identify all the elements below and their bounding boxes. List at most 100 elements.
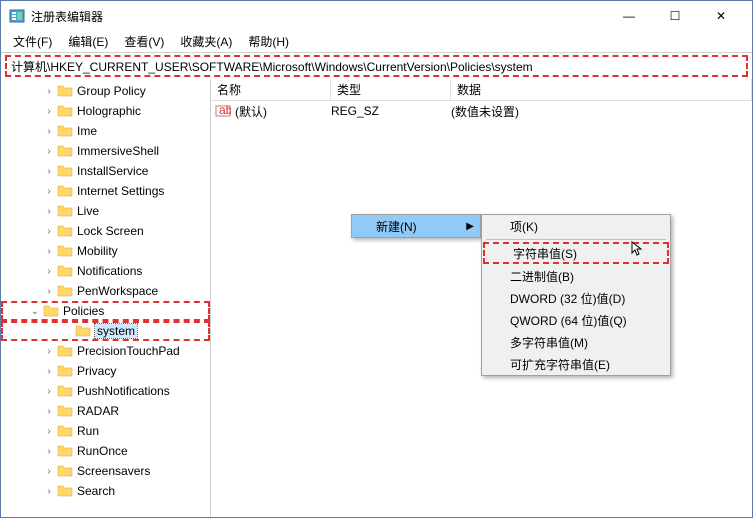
tree-item-label: Screensavers [77, 464, 150, 478]
expand-icon[interactable]: › [43, 126, 55, 137]
expand-icon[interactable]: › [43, 106, 55, 117]
ctx-key-label: 项(K) [510, 218, 538, 235]
expand-icon[interactable]: › [43, 146, 55, 157]
tree-item[interactable]: › Group Policy [1, 81, 210, 101]
tree-item-label: PushNotifications [77, 384, 170, 398]
tree-item-label: Group Policy [77, 84, 146, 98]
tree-pane[interactable]: › Group Policy › Holographic › Ime › ImmersiveS… [1, 79, 211, 517]
ctx-string-value[interactable]: 字符串值(S) [483, 242, 669, 264]
ctx-binary-label: 二进制值(B) [510, 268, 574, 285]
tree-item[interactable]: › ImmersiveShell [1, 141, 210, 161]
ctx-binary-value[interactable]: 二进制值(B) [482, 265, 670, 287]
tree-item-label: Run [77, 424, 99, 438]
tree-item-label: RADAR [77, 404, 119, 418]
address-text: 计算机\HKEY_CURRENT_USER\SOFTWARE\Microsoft… [11, 58, 533, 75]
expand-icon[interactable]: › [43, 426, 55, 437]
ctx-expandstring-value[interactable]: 可扩充字符串值(E) [482, 353, 670, 375]
ctx-qword-value[interactable]: QWORD (64 位)值(Q) [482, 309, 670, 331]
tree-item[interactable]: › Screensavers [1, 461, 210, 481]
window-buttons: — ☐ ✕ [606, 1, 744, 31]
tree-item[interactable]: ›Live [1, 201, 210, 221]
tree-item-label: Internet Settings [77, 184, 164, 198]
ctx-separator [486, 239, 666, 240]
tree-item[interactable]: › Lock Screen [1, 221, 210, 241]
svg-text:ab: ab [219, 103, 231, 117]
expand-icon[interactable]: › [43, 486, 55, 497]
ctx-new[interactable]: 新建(N) ▶ [352, 215, 480, 237]
minimize-button[interactable]: — [606, 1, 652, 31]
context-menu-submenu: 项(K) 字符串值(S) 二进制值(B) DWORD (32 位)值(D) QW… [481, 214, 671, 376]
tree-item-label: InstallService [77, 164, 148, 178]
tree-item[interactable]: › RADAR [1, 401, 210, 421]
expand-icon[interactable]: › [43, 466, 55, 477]
header-type[interactable]: 类型 [331, 79, 451, 100]
tree-item[interactable]: › Notifications [1, 261, 210, 281]
window-title: 注册表编辑器 [31, 8, 606, 25]
tree-item[interactable]: › InstallService [1, 161, 210, 181]
tree-item-label: Policies [63, 304, 104, 318]
tree-item[interactable]: › Privacy [1, 361, 210, 381]
tree-item-label: Ime [77, 124, 97, 138]
expand-icon[interactable]: › [43, 266, 55, 277]
tree-item[interactable]: ⌄ Policies [1, 301, 210, 321]
expand-icon[interactable]: › [43, 166, 55, 177]
tree-item[interactable]: › Internet Settings [1, 181, 210, 201]
tree-item-label: Notifications [77, 264, 142, 278]
tree-item[interactable]: › PushNotifications [1, 381, 210, 401]
address-bar[interactable]: 计算机\HKEY_CURRENT_USER\SOFTWARE\Microsoft… [5, 55, 748, 77]
ctx-multistring-value[interactable]: 多字符串值(M) [482, 331, 670, 353]
expand-icon[interactable]: › [43, 406, 55, 417]
tree-item[interactable]: › Mobility [1, 241, 210, 261]
header-name[interactable]: 名称 [211, 79, 331, 100]
ctx-key[interactable]: 项(K) [482, 215, 670, 237]
menu-edit[interactable]: 编辑(E) [60, 31, 116, 52]
tree-item-label: system [95, 324, 137, 338]
header-data[interactable]: 数据 [451, 79, 752, 100]
tree-item[interactable]: › Run [1, 421, 210, 441]
expand-icon[interactable]: › [43, 206, 55, 217]
tree-item[interactable]: › PrecisionTouchPad [1, 341, 210, 361]
expand-icon[interactable]: › [43, 366, 55, 377]
value-row[interactable]: ab (默认) REG_SZ (数值未设置) [211, 101, 752, 121]
tree-item[interactable]: › Search [1, 481, 210, 501]
expand-icon[interactable]: › [43, 246, 55, 257]
regedit-icon [9, 8, 25, 24]
close-button[interactable]: ✕ [698, 1, 744, 31]
tree-item[interactable]: › Holographic [1, 101, 210, 121]
tree-item[interactable]: › Ime [1, 121, 210, 141]
ctx-dword-label: DWORD (32 位)值(D) [510, 290, 625, 307]
expand-icon[interactable]: › [43, 346, 55, 357]
expand-icon[interactable]: › [43, 386, 55, 397]
ctx-string-label: 字符串值(S) [513, 245, 577, 262]
content-pane: 名称 类型 数据 ab (默认) REG_SZ (数值未设置) 新建(N) ▶ … [211, 79, 752, 517]
tree-item-label: RunOnce [77, 444, 128, 458]
tree-item-label: Privacy [77, 364, 116, 378]
tree-item-label: Search [77, 484, 115, 498]
string-value-icon: ab [215, 103, 231, 119]
tree-item-label: Lock Screen [77, 224, 144, 238]
titlebar: 注册表编辑器 — ☐ ✕ [1, 1, 752, 31]
expand-icon[interactable]: › [43, 226, 55, 237]
tree-item-label: ImmersiveShell [77, 144, 159, 158]
tree-item[interactable]: › RunOnce [1, 441, 210, 461]
submenu-arrow-icon: ▶ [466, 221, 474, 232]
expand-icon[interactable]: ⌄ [29, 306, 41, 317]
ctx-dword-value[interactable]: DWORD (32 位)值(D) [482, 287, 670, 309]
menu-view[interactable]: 查看(V) [116, 31, 172, 52]
menu-help[interactable]: 帮助(H) [240, 31, 297, 52]
expand-icon[interactable]: › [43, 286, 55, 297]
tree-item[interactable]: system [1, 321, 210, 341]
tree-item-label: Holographic [77, 104, 141, 118]
maximize-button[interactable]: ☐ [652, 1, 698, 31]
tree-item-label: PrecisionTouchPad [77, 344, 180, 358]
context-menu-primary: 新建(N) ▶ [351, 214, 481, 238]
expand-icon[interactable]: › [43, 446, 55, 457]
menu-file[interactable]: 文件(F) [5, 31, 60, 52]
expand-icon[interactable]: › [43, 86, 55, 97]
expand-icon[interactable]: › [43, 186, 55, 197]
ctx-multi-label: 多字符串值(M) [510, 334, 588, 351]
menu-favorites[interactable]: 收藏夹(A) [172, 31, 240, 52]
tree-item-label: Mobility [77, 244, 118, 258]
main-area: › Group Policy › Holographic › Ime › ImmersiveS… [1, 79, 752, 517]
tree-item[interactable]: ›PenWorkspace [1, 281, 210, 301]
